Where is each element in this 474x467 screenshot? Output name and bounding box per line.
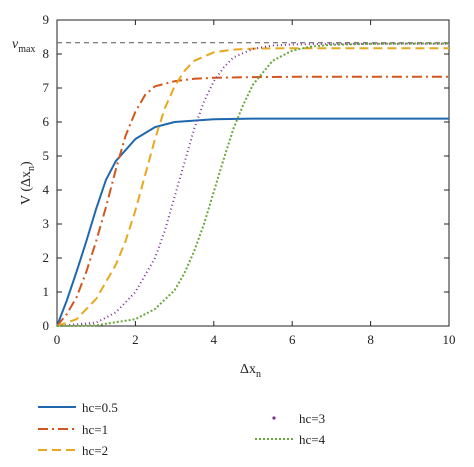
y-tick-label: 5 bbox=[43, 148, 50, 163]
legend-swatch-4 bbox=[272, 416, 276, 420]
legend-label-4: hc=3 bbox=[299, 411, 325, 426]
y-axis-label-tail: ) bbox=[19, 161, 34, 166]
y-tick-label: 8 bbox=[43, 46, 50, 61]
legend: hc=0.5 hc=1 hc=2 hc=3 hc=4 bbox=[38, 400, 326, 458]
y-tick-label: 6 bbox=[43, 114, 50, 129]
series-layer bbox=[56, 42, 449, 327]
x-tick-label: 4 bbox=[211, 332, 218, 347]
y-tick-label: 2 bbox=[43, 250, 50, 265]
y-tick-label: 0 bbox=[43, 318, 50, 333]
x-tick-label: 6 bbox=[289, 332, 296, 347]
x-tick-label: 8 bbox=[367, 332, 374, 347]
y-tick-label: 1 bbox=[43, 284, 50, 299]
x-tick-label: 0 bbox=[54, 332, 61, 347]
x-axis-label-main: Δx bbox=[240, 362, 256, 377]
y-tick-label: 3 bbox=[43, 216, 50, 231]
y-axis-label-main: V (Δx bbox=[19, 171, 34, 205]
plot-frame bbox=[56, 19, 450, 327]
x-tick-label: 2 bbox=[132, 332, 139, 347]
vmax-label-main: v bbox=[12, 37, 19, 52]
legend-label-1: hc=0.5 bbox=[82, 400, 118, 415]
series-line-1 bbox=[56, 117, 449, 327]
x-axis-label: Δxn bbox=[240, 362, 261, 380]
y-tick-label: 7 bbox=[43, 80, 50, 95]
vmax-label-sub: max bbox=[18, 44, 35, 55]
legend-label-5: hc=4 bbox=[299, 432, 326, 447]
axis-ticks: 0 2 4 6 8 10 0 1 2 3 4 5 6 7 8 9 bbox=[43, 12, 456, 347]
vmax-label: vmax bbox=[12, 37, 35, 55]
legend-label-3: hc=2 bbox=[82, 443, 108, 458]
series-line-2 bbox=[56, 75, 449, 327]
y-axis-label: V (Δxn) bbox=[19, 161, 37, 205]
x-tick-label: 10 bbox=[443, 332, 456, 347]
legend-label-2: hc=1 bbox=[82, 422, 108, 437]
y-axis-label-sub: n bbox=[26, 166, 37, 171]
series-line-3 bbox=[56, 47, 449, 327]
y-tick-label: 9 bbox=[43, 12, 50, 27]
series-line-5 bbox=[56, 42, 449, 327]
y-tick-label: 4 bbox=[43, 182, 50, 197]
x-axis-label-sub: n bbox=[256, 369, 261, 380]
series-line-4 bbox=[56, 42, 449, 327]
